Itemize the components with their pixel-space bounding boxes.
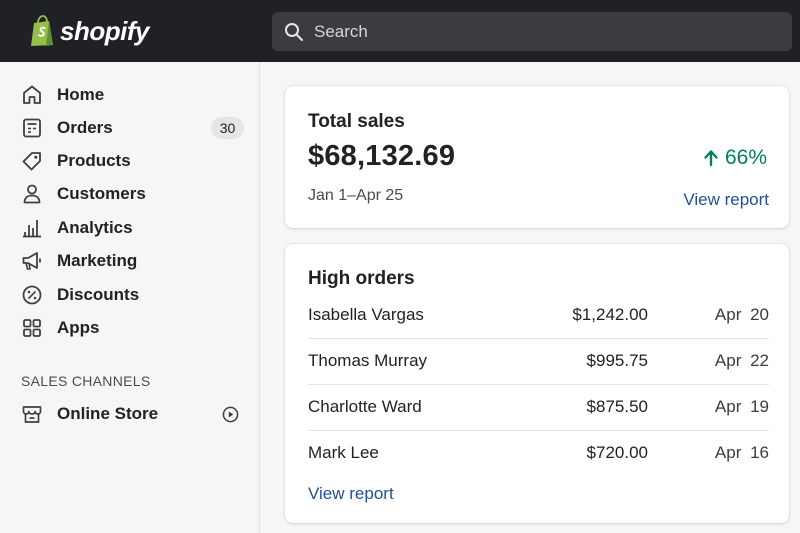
sidebar-item-online-store[interactable]: Online Store (0, 398, 259, 430)
top-bar: shopify (0, 0, 800, 62)
sidebar-item-products[interactable]: Products (0, 145, 259, 177)
shopify-bag-icon (31, 15, 53, 46)
search-input[interactable] (314, 21, 754, 42)
table-row[interactable]: Charlotte Ward $875.50 Apr 19 (308, 385, 769, 431)
person-icon (23, 184, 41, 204)
customer-name: Isabella Vargas (308, 305, 424, 324)
search-bar[interactable] (272, 12, 792, 51)
order-amount: $1,242.00 (572, 305, 648, 324)
change-percent: 66% (724, 146, 767, 169)
order-date: Apr 20 (714, 305, 769, 324)
sidebar-item-analytics[interactable]: Analytics (0, 212, 259, 244)
total-sales-card: Total sales $68,132.69 Jan 1–Apr 25 66% … (285, 86, 789, 228)
customer-name: Mark Lee (308, 443, 379, 462)
sidebar-item-label: Analytics (57, 218, 133, 237)
sales-amount: $68,132.69 (308, 140, 456, 172)
table-row[interactable]: Mark Lee $720.00 Apr 16 (308, 431, 769, 477)
discount-icon (22, 285, 42, 305)
sidebar-item-home[interactable]: Home (0, 79, 259, 111)
sidebar-item-customers[interactable]: Customers (0, 178, 259, 210)
order-amount: $995.75 (586, 351, 648, 370)
high-orders-card: High orders Isabella Vargas $1,242.00 Ap… (285, 244, 789, 523)
orders-count-badge: 30 (211, 117, 244, 139)
bar-chart-icon (23, 220, 41, 238)
apps-grid-icon (23, 319, 41, 337)
sidebar-item-label: Products (57, 151, 131, 170)
order-date: Apr 16 (714, 443, 769, 462)
card-title: High orders (308, 268, 415, 289)
sidebar-item-discounts[interactable]: Discounts (0, 279, 259, 311)
sidebar-item-apps[interactable]: Apps (0, 312, 259, 344)
sidebar-item-label: Discounts (57, 285, 140, 304)
home-icon (23, 85, 41, 104)
card-title: Total sales (308, 111, 405, 132)
order-amount: $720.00 (586, 443, 648, 462)
order-amount: $875.50 (586, 397, 648, 416)
customer-name: Charlotte Ward (308, 397, 422, 416)
megaphone-icon (22, 252, 41, 270)
sales-channels-heading: SALES CHANNELS (21, 373, 151, 389)
sidebar-item-label: Online Store (57, 404, 159, 423)
table-row[interactable]: Isabella Vargas $1,242.00 Apr 20 (308, 293, 769, 339)
table-row[interactable]: Thomas Murray $995.75 Apr 22 (308, 339, 769, 385)
tag-icon (22, 152, 41, 171)
sidebar-item-label: Orders (57, 118, 113, 137)
sidebar-item-orders[interactable]: Orders 30 (0, 112, 259, 144)
view-report-link[interactable]: View report (308, 484, 394, 503)
orders-icon (23, 118, 41, 138)
arrow-up-icon (704, 150, 718, 167)
search-icon (285, 22, 303, 41)
sales-change: 66% (703, 146, 767, 170)
shopify-logo[interactable]: shopify (30, 13, 149, 49)
store-icon (22, 406, 42, 423)
view-report-link[interactable]: View report (683, 190, 769, 209)
play-circle-icon[interactable] (222, 406, 239, 423)
date-range: Jan 1–Apr 25 (308, 187, 404, 204)
sidebar-item-label: Customers (57, 184, 146, 203)
order-date: Apr 22 (714, 351, 769, 370)
customer-name: Thomas Murray (308, 351, 428, 370)
sidebar-item-label: Apps (57, 318, 100, 337)
order-date: Apr 19 (714, 397, 769, 416)
sidebar-item-label: Marketing (57, 251, 138, 270)
sidebar-item-label: Home (57, 85, 105, 104)
brand-name: shopify (60, 15, 149, 46)
sidebar: Home Orders 30 Products Customers (0, 62, 260, 533)
sidebar-item-marketing[interactable]: Marketing (0, 245, 259, 277)
